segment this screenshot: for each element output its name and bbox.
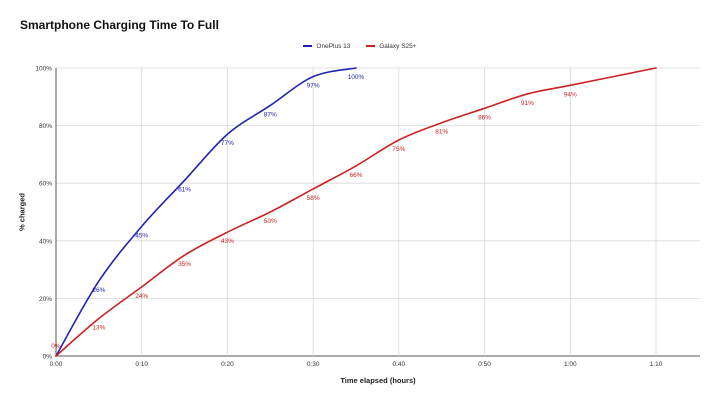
data-label: 50% [264, 218, 277, 225]
y-tick-label: 0% [43, 354, 53, 361]
legend-item-oneplus[interactable]: OnePlus 13 [303, 43, 350, 50]
x-tick-label: 0:30 [307, 361, 320, 368]
x-tick-label: 0:40 [393, 361, 406, 368]
series-line-oneplus [55, 67, 357, 357]
series-line-galaxy [55, 67, 657, 357]
x-tick-label: 0:50 [478, 361, 491, 368]
data-label: 91% [521, 100, 534, 107]
data-label: 77% [221, 140, 234, 147]
x-tick-label: 0:00 [50, 361, 63, 368]
data-label: 26% [92, 287, 105, 294]
data-label: 13% [92, 325, 105, 332]
legend: OnePlus 13 Galaxy S25+ [0, 42, 720, 50]
data-label: 45% [135, 232, 148, 239]
data-label: 66% [349, 172, 362, 179]
data-label: 81% [435, 129, 448, 136]
data-label: 61% [178, 186, 191, 193]
data-label: 58% [307, 195, 320, 202]
x-tick-label: 0:10 [135, 361, 148, 368]
data-label: 0% [51, 343, 61, 350]
y-tick-label: 60% [39, 181, 52, 188]
y-tick-label: 20% [39, 296, 52, 303]
x-tick-label: 1:00 [564, 361, 577, 368]
legend-swatch-galaxy [366, 45, 376, 47]
x-axis-label: Time elapsed (hours) [340, 376, 416, 385]
legend-item-galaxy[interactable]: Galaxy S25+ [366, 42, 417, 50]
data-label: 97% [307, 83, 320, 90]
data-label: 75% [392, 146, 405, 153]
data-label: 24% [135, 293, 148, 300]
data-label: 87% [264, 111, 277, 118]
data-label: 100% [348, 74, 365, 81]
y-tick-label: 100% [35, 66, 52, 73]
x-tick-label: 0:20 [221, 361, 234, 368]
legend-label-oneplus: OnePlus 13 [316, 42, 351, 50]
legend-label-galaxy: Galaxy S25+ [379, 42, 417, 50]
x-tick-label: 1:10 [650, 361, 663, 368]
data-label: 94% [564, 91, 577, 98]
chart-title: Smartphone Charging Time To Full [20, 18, 219, 32]
data-label: 86% [478, 114, 491, 121]
data-label: 43% [221, 238, 234, 245]
y-tick-label: 40% [39, 238, 52, 245]
data-label: 35% [178, 261, 191, 268]
y-tick-label: 80% [39, 123, 52, 130]
legend-swatch-oneplus [303, 45, 313, 47]
